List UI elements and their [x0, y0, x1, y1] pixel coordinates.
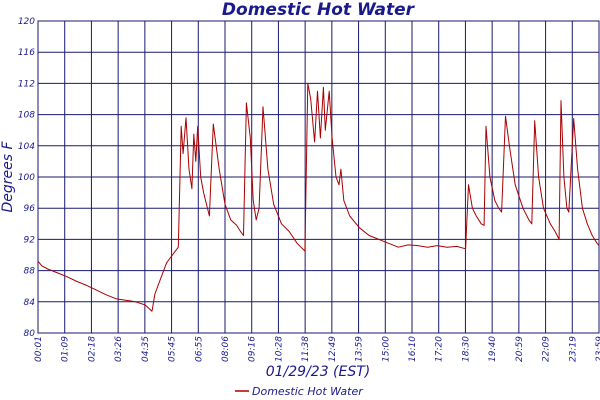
- y-tick-label: 104: [18, 142, 35, 152]
- x-tick-label: 02:18: [87, 336, 97, 362]
- y-tick-label: 108: [18, 111, 35, 121]
- x-tick-label: 20:59: [515, 336, 525, 362]
- series-line: [37, 82, 600, 312]
- y-tick-label: 88: [24, 267, 36, 277]
- y-tick-label: 100: [18, 173, 35, 183]
- legend: Domestic Hot Water: [235, 385, 364, 398]
- x-tick-label: 00:01: [34, 336, 44, 362]
- y-tick-label: 120: [18, 17, 35, 27]
- x-tick-label: 22:09: [542, 336, 552, 362]
- y-axis-label: Degrees F: [0, 141, 16, 213]
- x-tick-label: 08:06: [221, 336, 231, 362]
- x-tick-label: 18:30: [461, 336, 471, 362]
- legend-label: Domestic Hot Water: [252, 385, 364, 398]
- x-tick-label: 03:26: [114, 336, 124, 362]
- plot-frame: [37, 20, 600, 334]
- y-tick-label: 80: [24, 329, 36, 339]
- y-tick-label: 96: [24, 204, 36, 214]
- y-tick-label: 92: [24, 235, 36, 245]
- y-tick-label: 112: [18, 79, 35, 89]
- x-tick-label: 13:59: [355, 336, 365, 362]
- grid: [37, 20, 600, 334]
- x-tick-label: 01:09: [61, 336, 71, 362]
- x-tick-label: 16:10: [408, 336, 418, 362]
- x-tick-label: 15:00: [381, 336, 391, 362]
- x-tick-label: 23:59: [595, 336, 600, 362]
- x-tick-label: 11:38: [301, 336, 311, 362]
- x-tick-label: 12:49: [328, 336, 338, 362]
- x-tick-label: 06:55: [194, 336, 204, 362]
- x-axis-label: 01/29/23 (EST): [266, 364, 371, 380]
- x-tick-labels: 00:01 01:09 02:18 03:26 04:35 05:45 06:55 08:06…: [34, 336, 600, 362]
- x-tick-label: 10:28: [274, 336, 284, 362]
- x-tick-label: 19:40: [488, 336, 498, 362]
- y-tick-label: 116: [18, 48, 35, 58]
- chart-title: Domestic Hot Water: [222, 0, 416, 20]
- x-tick-label: 05:45: [168, 336, 178, 362]
- x-tick-label: 09:16: [248, 336, 258, 362]
- x-tick-label: 17:20: [435, 336, 445, 362]
- series-layer: [37, 82, 600, 312]
- y-tick-labels: 80 84 88 92 96 100 104 108 112 116 120: [18, 17, 35, 339]
- y-tick-label: 84: [24, 298, 36, 308]
- x-tick-label: 04:35: [141, 336, 151, 362]
- x-tick-label: 23:19: [568, 336, 578, 362]
